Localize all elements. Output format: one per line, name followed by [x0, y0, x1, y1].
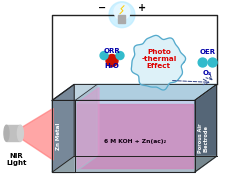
Polygon shape [75, 100, 195, 172]
Text: Photo
-thermal
Effect: Photo -thermal Effect [141, 49, 176, 69]
Text: Zn Metal: Zn Metal [56, 122, 61, 150]
Text: NIR
Light: NIR Light [6, 153, 27, 166]
Circle shape [109, 2, 135, 28]
Polygon shape [195, 84, 217, 172]
Text: O₂: O₂ [203, 70, 212, 77]
Polygon shape [52, 84, 217, 100]
Polygon shape [77, 87, 99, 169]
Polygon shape [77, 104, 193, 168]
Polygon shape [75, 84, 217, 100]
Polygon shape [20, 108, 53, 160]
Bar [6, 125, 20, 141]
Text: +: + [138, 3, 146, 13]
Polygon shape [52, 156, 217, 172]
Text: OER: OER [200, 49, 216, 55]
Polygon shape [131, 35, 186, 90]
Circle shape [116, 52, 124, 60]
Text: H₂O: H₂O [105, 64, 119, 70]
Polygon shape [52, 100, 75, 172]
Circle shape [106, 55, 118, 67]
Text: 6 M KOH + Zn(ac)₂: 6 M KOH + Zn(ac)₂ [104, 139, 166, 144]
Text: −: − [98, 3, 106, 13]
Circle shape [198, 58, 207, 67]
Polygon shape [75, 84, 97, 172]
Circle shape [100, 52, 108, 60]
Polygon shape [52, 84, 74, 172]
Circle shape [208, 58, 217, 67]
Circle shape [114, 4, 130, 20]
Text: ORR: ORR [104, 48, 120, 53]
Text: Porous Air
Electrode: Porous Air Electrode [198, 123, 208, 153]
Circle shape [140, 45, 156, 60]
Ellipse shape [4, 125, 9, 141]
Ellipse shape [17, 125, 23, 141]
Bar [118, 15, 125, 23]
